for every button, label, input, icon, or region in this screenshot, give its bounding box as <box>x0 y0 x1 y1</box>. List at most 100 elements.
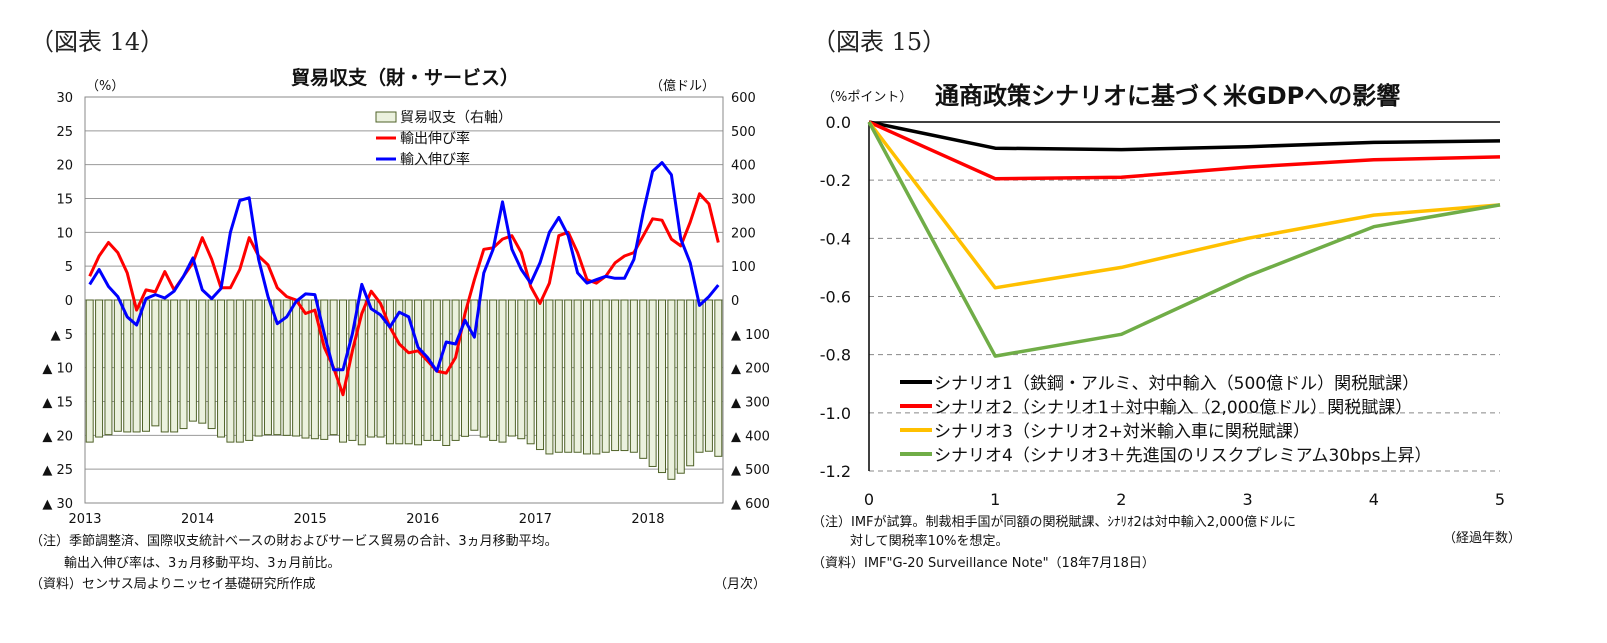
balance-bar <box>582 299 591 455</box>
x-tick-label: 2015 <box>294 512 327 527</box>
right-tick-label: ▲ 500 <box>731 463 770 478</box>
balance-bar <box>254 299 263 437</box>
balance-bar <box>639 299 648 459</box>
right-tick-label: 300 <box>731 193 756 208</box>
x-tick-label: 4 <box>1369 490 1379 509</box>
right-tick-label: ▲ 600 <box>731 497 770 512</box>
right-tick-label: 100 <box>731 260 756 275</box>
balance-bar <box>151 299 160 427</box>
plot-frame <box>84 96 724 504</box>
balance-bar <box>188 299 197 422</box>
left-axis-unit: （%） <box>86 79 124 94</box>
scenario-2-line <box>868 120 1501 181</box>
right-tick-label: 200 <box>731 226 756 241</box>
left-tick-label: 10 <box>56 226 73 241</box>
balance-bar <box>536 299 545 451</box>
import-growth-line <box>88 161 720 373</box>
balance-bar <box>217 299 226 438</box>
y-tick-label: -1.2 <box>820 462 851 481</box>
legend-label-balance: 貿易収支（右軸） <box>400 110 512 126</box>
figure-14-label: （図表 14） <box>30 28 164 56</box>
right-tick-label: 400 <box>731 159 756 174</box>
legend-label-scenario-1: シナリオ1（鉄鋼・アルミ、対中輸入（500億ドル）関税賦課） <box>934 374 1419 394</box>
scenario-3-line <box>867 120 1501 290</box>
note-14-1: （注）季節調整済、国際収支統計ベースの財およびサービス貿易の合計、3ヵ月移動平均… <box>30 533 558 549</box>
balance-bar <box>592 299 601 455</box>
left-tick-label: ▲ 25 <box>42 463 73 478</box>
balance-bar <box>245 299 254 441</box>
balance-bar <box>648 299 657 467</box>
chart-15-plot: 0.0 -0.2 -0.4 -0.6 -0.8 -1.0 -1.2 0 1 2 3 4 5 <box>820 113 1505 509</box>
note-15-1: （注）IMFが試算。制裁相手国が同額の関税賦課、ｼﾅﾘｵ2は対中輸入2,000億… <box>812 514 1296 530</box>
balance-bar <box>123 299 132 433</box>
left-tick-label: ▲ 10 <box>42 362 73 377</box>
chart-14-plot: 30 600 25 500 20 400 15 300 10 200 5 100 0 0 ▲ 5 ▲ 100 ▲… <box>42 91 770 527</box>
x-tick-label: 2013 <box>68 512 101 527</box>
y-tick-label: -0.6 <box>820 288 851 307</box>
right-tick-label: 600 <box>731 91 756 106</box>
balance-bar <box>414 299 423 446</box>
balance-bar <box>667 299 676 480</box>
balance-bar <box>479 299 488 438</box>
balance-bar <box>376 299 385 438</box>
left-tick-label: 25 <box>56 125 73 140</box>
balance-bar <box>357 299 366 446</box>
left-tick-label: ▲ 20 <box>42 429 73 444</box>
balance-bar <box>141 299 150 432</box>
right-axis-unit: （億ドル） <box>650 78 715 94</box>
x-axis-unit-15: （経過年数） <box>1443 531 1521 546</box>
note-15-2: 対して関税率10%を想定。 <box>850 533 1009 549</box>
balance-bar <box>170 299 179 433</box>
left-tick-label: 30 <box>56 91 73 106</box>
note-14-2: 輸出入伸び率は、3ヵ月移動平均、3ヵ月前比。 <box>64 555 341 571</box>
left-tick-label: 0 <box>65 294 73 309</box>
left-tick-label: 20 <box>56 159 73 174</box>
y-tick-label: -0.8 <box>820 346 851 365</box>
note-15-source: （資料）IMF"G-20 Surveillance Note"（18年7月18日… <box>812 556 1155 571</box>
right-tick-label: ▲ 400 <box>731 429 770 444</box>
right-tick-label: ▲ 300 <box>731 396 770 411</box>
balance-bar <box>85 299 94 443</box>
right-tick-label: ▲ 100 <box>731 328 770 343</box>
balance-bar <box>113 299 122 432</box>
legend-label-scenario-2: シナリオ2（シナリオ1＋対中輸入（2,000億ドル）関税賦課） <box>934 398 1412 418</box>
x-tick-label: 0 <box>864 490 874 509</box>
figure-15-label: （図表 15） <box>812 28 946 56</box>
chart-14-title: 貿易収支（財・サービス） <box>291 66 519 89</box>
x-tick-label: 2016 <box>406 512 439 527</box>
balance-bar <box>704 299 713 452</box>
legend-label-export: 輸出伸び率 <box>400 130 470 147</box>
balance-bar <box>451 299 460 441</box>
balance-bar <box>470 299 479 431</box>
balance-bar <box>179 299 188 430</box>
balance-bar <box>526 299 535 445</box>
balance-bar <box>517 299 526 440</box>
balance-bar <box>629 299 638 453</box>
balance-bar <box>695 299 704 453</box>
y-tick-label: -0.2 <box>820 171 851 190</box>
legend-label-import: 輸入伸び率 <box>400 151 470 168</box>
x-tick-label: 3 <box>1243 490 1253 509</box>
x-tick-label: 1 <box>990 490 1000 509</box>
x-tick-label: 2014 <box>181 512 214 527</box>
left-tick-label: ▲ 15 <box>42 396 73 411</box>
balance-bar <box>573 299 582 453</box>
legend-swatch-balance <box>375 111 397 123</box>
balance-bar <box>658 299 667 474</box>
legend-label-scenario-4: シナリオ4（シナリオ3＋先進国のリスクプレミアム30bps上昇） <box>934 446 1432 466</box>
balance-bar <box>714 299 723 457</box>
balance-bar <box>507 299 516 437</box>
balance-bar <box>263 299 272 436</box>
x-tick-label: 5 <box>1495 490 1505 509</box>
balance-bar <box>404 299 413 445</box>
scenario-4-line <box>867 121 1501 358</box>
balance-bar <box>395 299 404 445</box>
balance-bar <box>320 299 329 440</box>
balance-bar <box>301 299 310 439</box>
balance-bar <box>160 299 169 433</box>
balance-bar <box>282 299 291 436</box>
balance-bar <box>564 299 573 453</box>
balance-bar <box>235 299 244 443</box>
right-tick-label: ▲ 200 <box>731 362 770 377</box>
